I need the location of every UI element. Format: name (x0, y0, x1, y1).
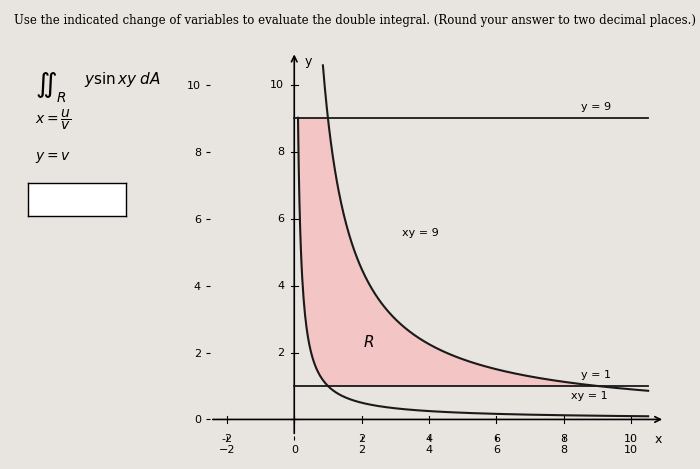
Text: $y \sin xy \; dA$: $y \sin xy \; dA$ (84, 70, 161, 90)
Text: 6: 6 (493, 434, 500, 445)
Text: -2: -2 (221, 434, 232, 445)
Text: 4: 4 (426, 434, 433, 445)
Text: $y = v$: $y = v$ (35, 150, 71, 165)
Text: 2: 2 (358, 434, 365, 445)
Text: $\iint_R$: $\iint_R$ (35, 70, 67, 105)
Text: 8: 8 (560, 434, 568, 445)
Text: Use the indicated change of variables to evaluate the double integral. (Round yo: Use the indicated change of variables to… (14, 14, 696, 27)
Text: 4: 4 (277, 280, 284, 291)
Text: y: y (304, 55, 312, 68)
Text: xy = 9: xy = 9 (402, 227, 439, 237)
Text: 2: 2 (277, 348, 284, 357)
Text: xy = 1: xy = 1 (570, 392, 608, 401)
Text: 6: 6 (277, 214, 284, 224)
Text: y = 9: y = 9 (581, 102, 611, 112)
Text: 10: 10 (624, 434, 638, 445)
Text: R: R (363, 335, 374, 350)
Text: 10: 10 (270, 80, 284, 90)
Text: 8: 8 (277, 147, 284, 157)
Text: x: x (654, 433, 661, 446)
Polygon shape (298, 119, 598, 386)
Text: $x = \dfrac{u}{v}$: $x = \dfrac{u}{v}$ (35, 108, 71, 132)
Text: y = 1: y = 1 (581, 370, 610, 379)
